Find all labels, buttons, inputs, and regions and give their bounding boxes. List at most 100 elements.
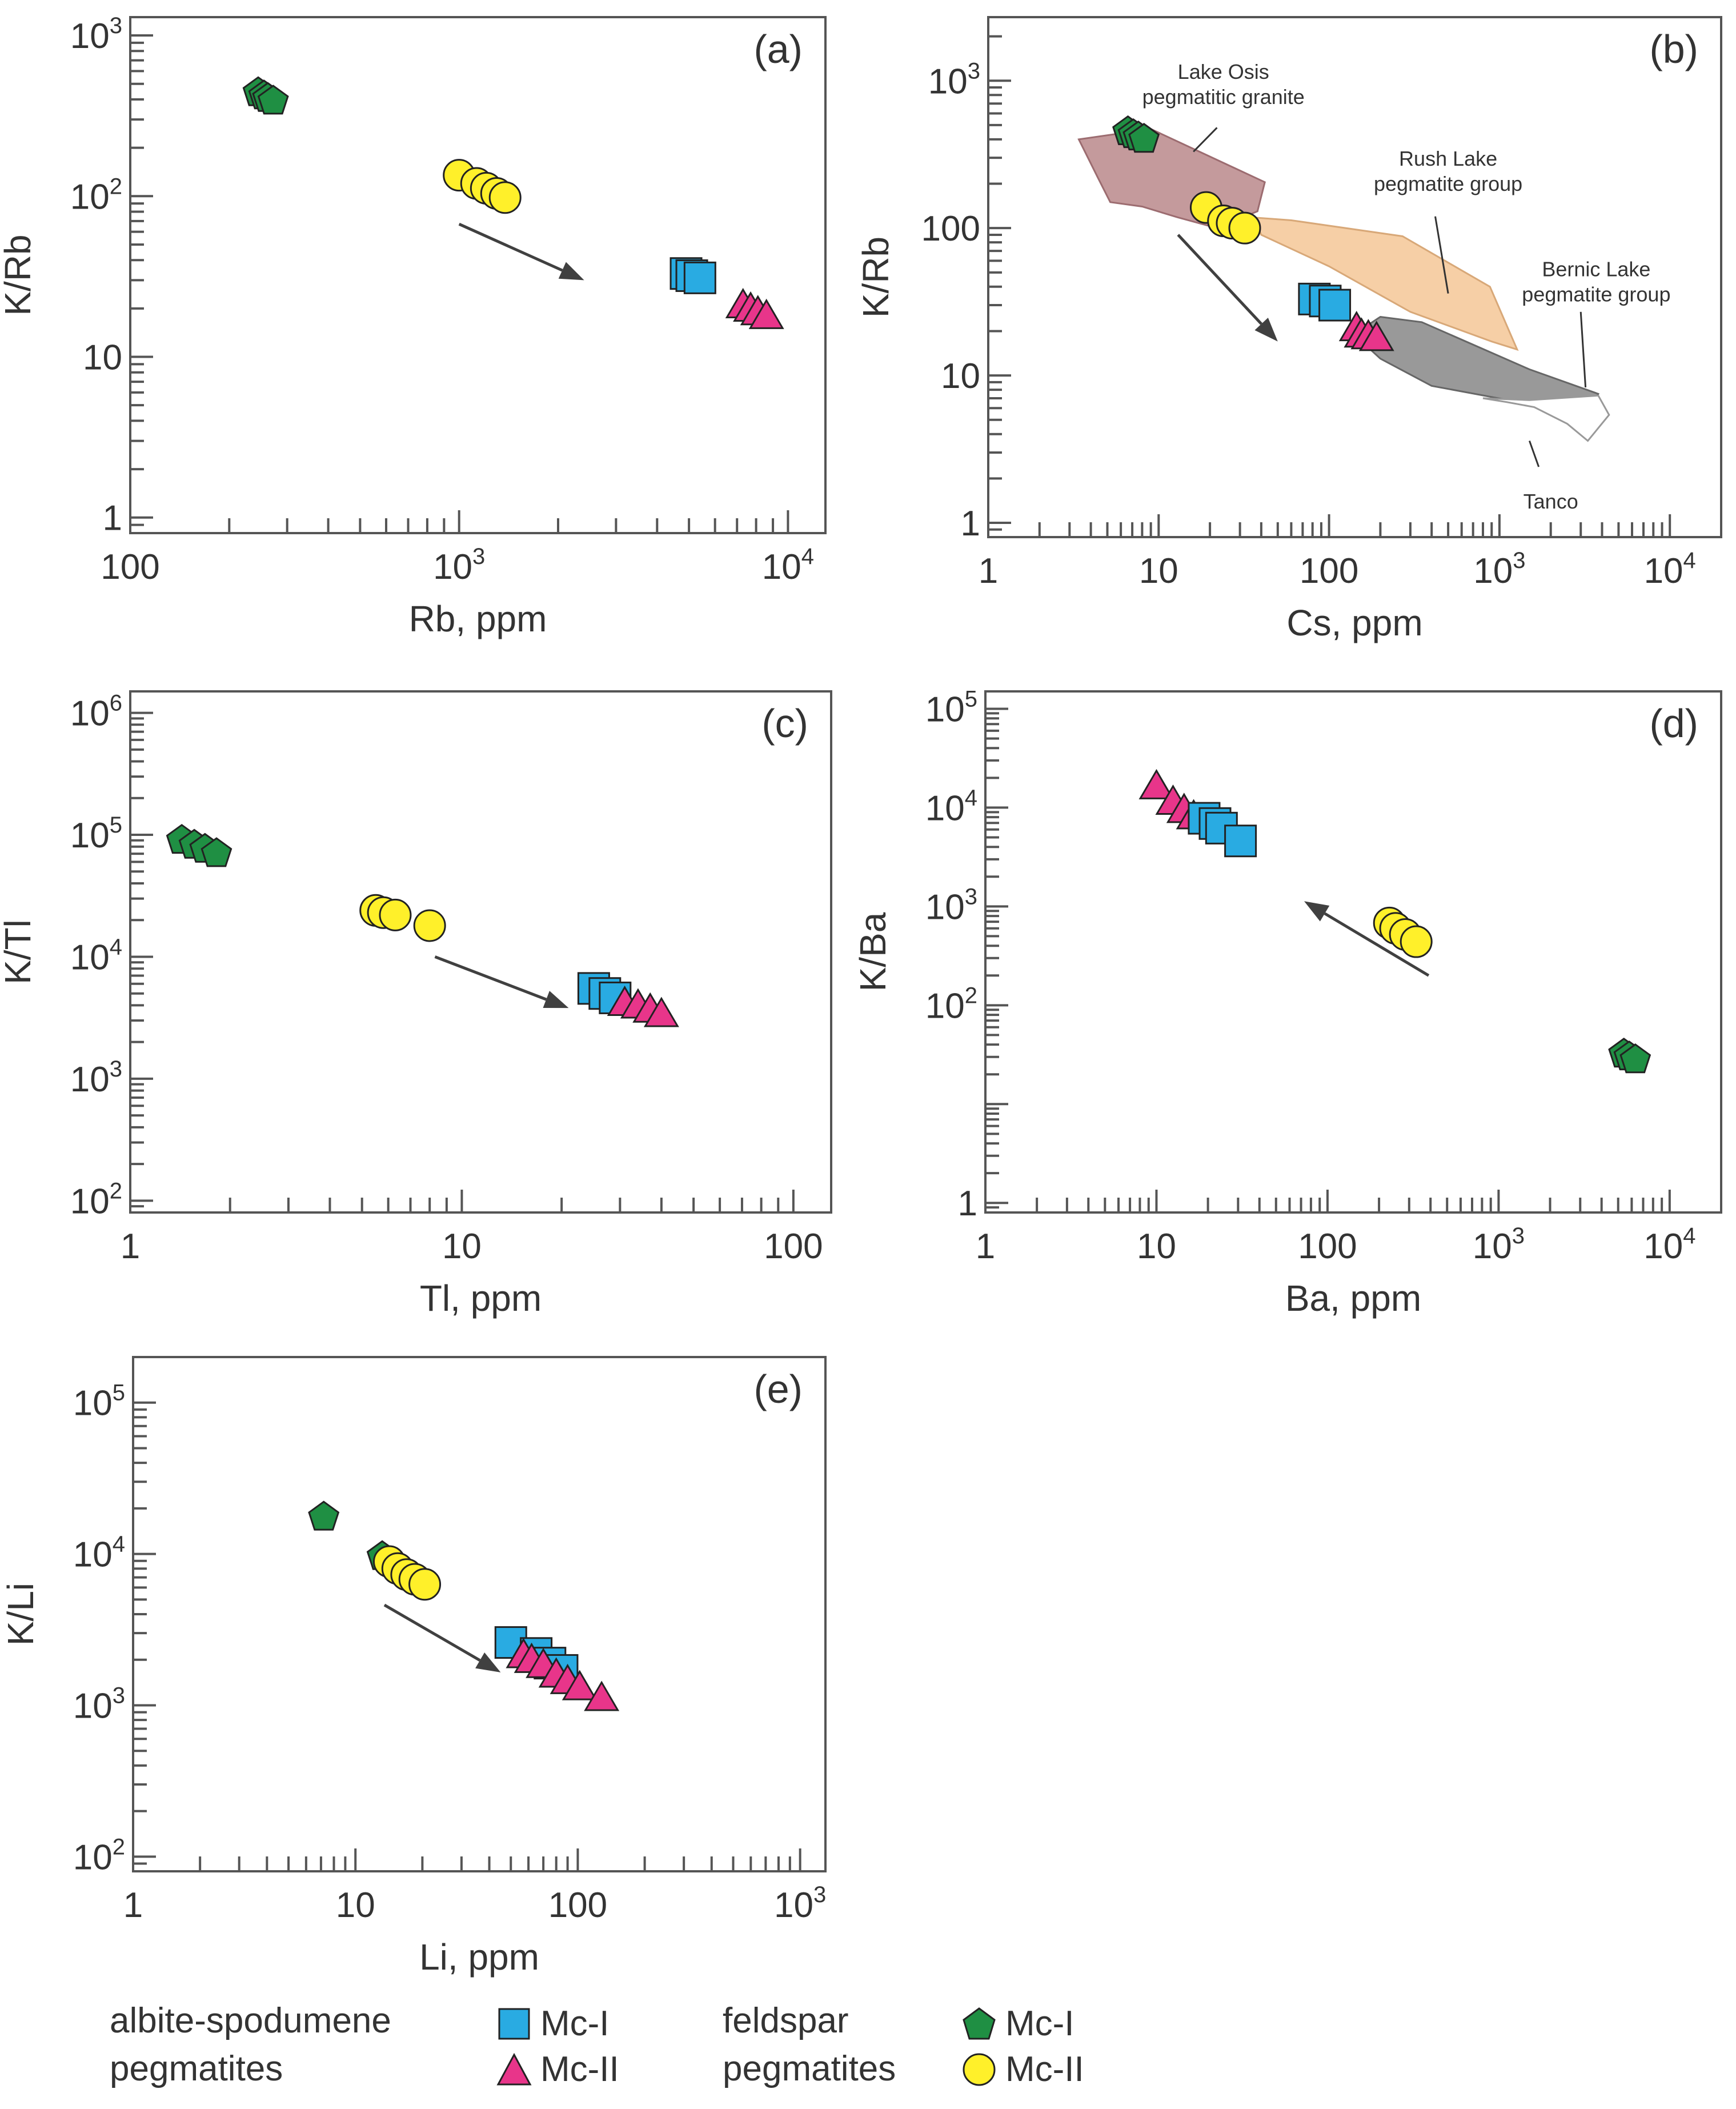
data-point-circle — [1228, 211, 1261, 245]
y-tick-label: 105 — [73, 1380, 125, 1423]
data-point-circle — [413, 909, 446, 942]
y-axis-title: K/Ba — [852, 912, 893, 991]
legend-item-feldspar-mc2: Mc-II — [961, 2046, 1084, 2094]
plot-frame — [984, 690, 1722, 1214]
y-tick-label: 103 — [928, 58, 980, 101]
field-label: Bernic Lake — [1542, 258, 1650, 281]
x-tick-label: 100 — [764, 1227, 823, 1266]
field-label: pegmatite group — [1374, 172, 1522, 195]
y-tick-label: 106 — [70, 691, 122, 734]
data-point-pentagon — [1619, 1043, 1651, 1074]
series-albite-spodumene-mc-ii — [607, 985, 679, 1027]
panel-label: (e) — [753, 1367, 803, 1411]
field-label: Tanco — [1523, 490, 1578, 513]
data-point-pentagon — [201, 837, 232, 867]
legend-group-feldspar-title: feldspar pegmatites — [723, 2001, 896, 2088]
y-tick-label: 103 — [70, 1056, 122, 1099]
x-tick-label: 10 — [1137, 1227, 1176, 1266]
y-tick-label: 1 — [961, 504, 980, 543]
x-tick-label: 104 — [762, 544, 814, 587]
field-label: pegmatitic granite — [1142, 85, 1305, 109]
plot-frame — [129, 16, 827, 534]
y-tick-label: 102 — [73, 1834, 125, 1877]
chart-panel-e: 1 10 100 103 102 103 104 105 Li, ppm K/Li (e) — [0, 1356, 827, 1978]
plot-frame — [132, 1356, 827, 1872]
data-point-triangle — [562, 1670, 598, 1700]
pentagon-marker-icon — [963, 2007, 996, 2040]
y-tick-label: 103 — [73, 1683, 125, 1726]
data-point-circle — [379, 898, 412, 931]
plot-frame — [129, 690, 832, 1214]
y-tick-label: 104 — [70, 934, 122, 977]
series-feldspar-mc-ii — [443, 159, 522, 214]
data-point-triangle — [643, 997, 679, 1027]
y-tick-label: 1 — [958, 1184, 977, 1223]
x-axis-title: Ba, ppm — [1285, 1278, 1421, 1319]
x-tick-label: 104 — [1644, 548, 1696, 591]
x-tick-label: 103 — [1473, 1223, 1525, 1266]
trend-arrow — [383, 1603, 501, 1672]
series-albite-spodumene-mc-ii — [506, 1638, 620, 1711]
y-tick-label: 104 — [925, 785, 977, 828]
series-albite-spodumene-mc-ii — [1338, 311, 1394, 351]
trend-arrow — [458, 222, 584, 281]
x-tick-label: 1 — [123, 1886, 143, 1925]
y-tick-label: 103 — [70, 13, 122, 56]
chart-panel-d: 1 10 100 103 104 1 102 103 104 105 Ba, ppm K/Ba (d) — [852, 686, 1722, 1319]
data-point-circle — [1400, 925, 1433, 958]
series-feldspar-mc-ii — [1189, 191, 1261, 245]
data-point-circle — [488, 181, 522, 214]
y-axis-title: K/Rb — [0, 234, 38, 315]
y-tick-label: 105 — [70, 813, 122, 855]
series-feldspar-mc-i — [242, 76, 289, 115]
y-axis-title: K/Li — [0, 1583, 41, 1646]
data-point-pentagon — [308, 1500, 340, 1531]
legend-group-albite-spodumene-title: albite-spodumene pegmatites — [110, 2001, 391, 2088]
data-point-square — [683, 261, 716, 294]
y-tick-label: 100 — [921, 209, 980, 249]
y-axis-title: K/Rb — [855, 237, 896, 318]
field-label-leader — [1529, 441, 1540, 467]
circle-marker-icon — [963, 2053, 996, 2086]
x-axis-title: Tl, ppm — [420, 1278, 542, 1319]
data-point-triangle — [584, 1680, 620, 1711]
y-tick-label: 10 — [83, 338, 122, 378]
legend-item-albite-mc2: Mc-II — [496, 2046, 619, 2094]
field-rush-lake-pegmatite-group — [1252, 216, 1519, 351]
panel-label: (c) — [761, 701, 808, 746]
data-point-square — [1224, 825, 1257, 858]
series-albite-spodumene-mc-ii — [725, 287, 784, 329]
x-tick-label: 103 — [433, 544, 485, 587]
x-axis-title: Li, ppm — [419, 1936, 539, 1978]
field-label: Lake Osis — [1178, 60, 1269, 83]
series-albite-spodumene-mc-i — [1298, 282, 1352, 322]
field-label-leader — [1434, 216, 1449, 294]
field-label: pegmatite group — [1522, 283, 1670, 306]
x-axis-title: Rb, ppm — [409, 598, 547, 639]
chart-panel-c: 1 10 100 102 103 104 105 106 Tl, ppm K/Tl (c) — [0, 690, 832, 1319]
data-point-square — [1318, 289, 1352, 322]
x-tick-label: 100 — [548, 1886, 607, 1925]
x-tick-label: 10 — [1139, 551, 1178, 591]
legend-item-albite-mc1: Mc-I — [496, 2000, 610, 2048]
data-point-circle — [408, 1568, 442, 1601]
chart-panel-b: 1 10 100 103 104 1 10 100 103 Cs, ppm K/Rb (b) Lake … — [855, 16, 1722, 643]
x-tick-label: 104 — [1643, 1223, 1695, 1266]
series-feldspar-mc-ii — [1373, 906, 1433, 958]
x-axis-title: Cs, ppm — [1286, 602, 1422, 643]
x-tick-label: 103 — [774, 1882, 826, 1925]
y-tick-label: 105 — [925, 686, 977, 729]
x-tick-label: 10 — [336, 1886, 375, 1925]
field-label-leader — [1193, 127, 1218, 153]
panel-label: (a) — [753, 27, 803, 71]
series-feldspar-mc-i — [1112, 115, 1160, 153]
y-tick-label: 1 — [103, 499, 122, 538]
x-tick-label: 10 — [442, 1227, 482, 1266]
trend-arrow — [434, 955, 569, 1009]
data-point-triangle — [1358, 321, 1394, 351]
y-tick-label: 103 — [925, 884, 977, 927]
x-tick-label: 100 — [1300, 551, 1358, 591]
data-point-triangle — [748, 298, 784, 329]
y-tick-label: 10 — [941, 357, 980, 396]
